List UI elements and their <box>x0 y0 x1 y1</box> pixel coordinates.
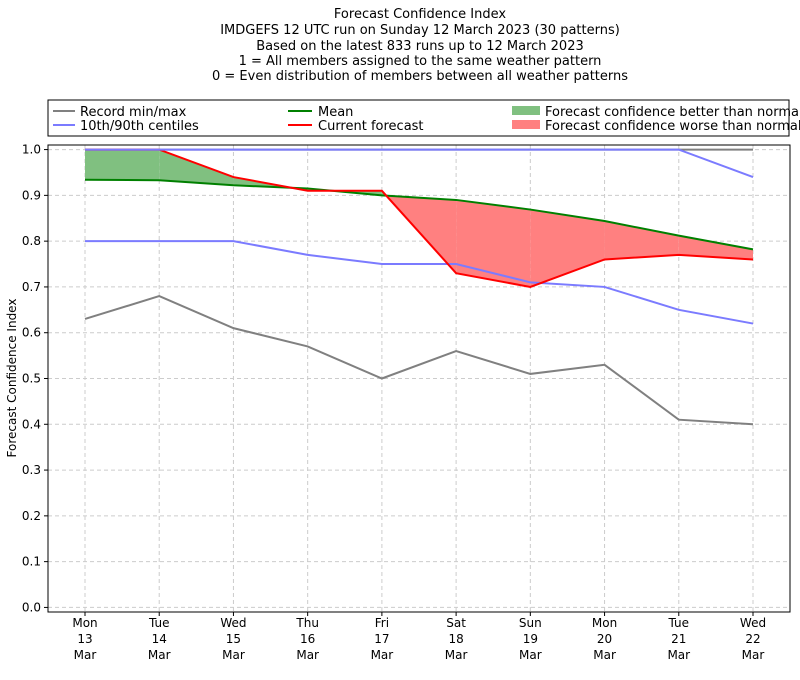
worse-fill <box>456 199 531 287</box>
x-tick-label: Sun <box>519 616 542 630</box>
y-tick-label: 0.6 <box>22 326 41 340</box>
x-tick-label: Mar <box>667 648 690 662</box>
title-line: Based on the latest 833 runs up to 12 Ma… <box>256 39 584 54</box>
x-tick-label: 22 <box>745 632 760 646</box>
x-tick-label: Wed <box>740 616 766 630</box>
x-tick-label: 18 <box>448 632 463 646</box>
current-forecast-line <box>85 148 754 288</box>
y-tick-label: 0.5 <box>22 372 41 386</box>
better-fill <box>159 149 234 186</box>
y-tick-label: 0.1 <box>22 555 41 569</box>
legend-better-swatch <box>512 106 540 115</box>
x-tick-label: 19 <box>523 632 538 646</box>
y-tick-label: 0.9 <box>22 188 41 202</box>
x-tick-label: 20 <box>597 632 612 646</box>
x-tick-label: Mar <box>445 648 468 662</box>
x-tick-label: Thu <box>295 616 319 630</box>
title-line: 0 = Even distribution of members between… <box>212 69 628 84</box>
title-line: 1 = All members assigned to the same wea… <box>239 54 602 69</box>
y-axis: 0.0 0.1 0.2 0.3 0.4 0.5 0.6 0.7 0.8 0.9 1.0 <box>22 143 48 614</box>
y-tick-label: 1.0 <box>22 143 41 157</box>
worse-fill <box>604 221 679 260</box>
x-tick-label: 14 <box>152 632 167 646</box>
legend-better: Forecast confidence better than normal <box>545 105 800 120</box>
centile-10-line <box>85 240 754 325</box>
chart-title: Forecast Confidence Index IMDGEFS 12 UTC… <box>212 7 628 84</box>
worse-fill <box>678 235 753 260</box>
legend-worse: Forecast confidence worse than normal <box>545 119 800 134</box>
y-tick-label: 0.8 <box>22 234 41 248</box>
fills <box>85 149 753 287</box>
series-lines <box>84 148 754 426</box>
record-min-line <box>84 295 754 426</box>
legend-current: Current forecast <box>318 119 424 134</box>
mean-line <box>84 178 754 251</box>
y-tick-label: 0.7 <box>22 280 41 294</box>
x-tick-label: Wed <box>220 616 246 630</box>
title-line: IMDGEFS 12 UTC run on Sunday 12 March 20… <box>220 23 620 38</box>
x-tick-label: Mar <box>371 648 394 662</box>
x-tick-label: Mar <box>148 648 171 662</box>
x-tick-label: 21 <box>671 632 686 646</box>
x-tick-label: Tue <box>148 616 170 630</box>
y-tick-label: 0.4 <box>22 417 41 431</box>
legend-record: Record min/max <box>80 105 187 120</box>
legend-centiles: 10th/90th centiles <box>80 119 199 134</box>
x-tick-label: 15 <box>226 632 241 646</box>
better-fill <box>85 149 160 181</box>
x-tick-label: Mon <box>72 616 97 630</box>
x-tick-label: Mar <box>74 648 97 662</box>
x-tick-label: Fri <box>375 616 389 630</box>
y-tick-label: 0.2 <box>22 509 41 523</box>
y-tick-label: 0.0 <box>22 600 41 614</box>
x-tick-label: Tue <box>668 616 690 630</box>
x-tick-label: Mar <box>519 648 542 662</box>
worse-fill <box>530 209 605 287</box>
x-axis: Mon 13 Mar Tue 14 Mar Wed 15 Mar Thu 16 Mar Fri 17 Mar… <box>72 612 766 662</box>
y-tick-label: 0.3 <box>22 463 41 477</box>
x-tick-label: Mar <box>593 648 616 662</box>
legend-worse-swatch <box>512 120 540 129</box>
x-tick-label: 13 <box>77 632 92 646</box>
x-tick-label: 16 <box>300 632 315 646</box>
title-line: Forecast Confidence Index <box>334 7 506 22</box>
x-tick-label: Mon <box>592 616 617 630</box>
y-axis-label: Forecast Confidence Index <box>5 299 19 458</box>
x-tick-label: Mar <box>742 648 765 662</box>
x-tick-label: Mar <box>296 648 319 662</box>
x-tick-label: Mar <box>222 648 245 662</box>
grid <box>48 145 790 612</box>
x-tick-label: 17 <box>374 632 389 646</box>
legend-mean: Mean <box>318 105 353 120</box>
x-tick-label: Sat <box>446 616 466 630</box>
legend: Record min/max 10th/90th centiles Mean C… <box>47 99 800 137</box>
centile-90-line <box>85 148 754 178</box>
